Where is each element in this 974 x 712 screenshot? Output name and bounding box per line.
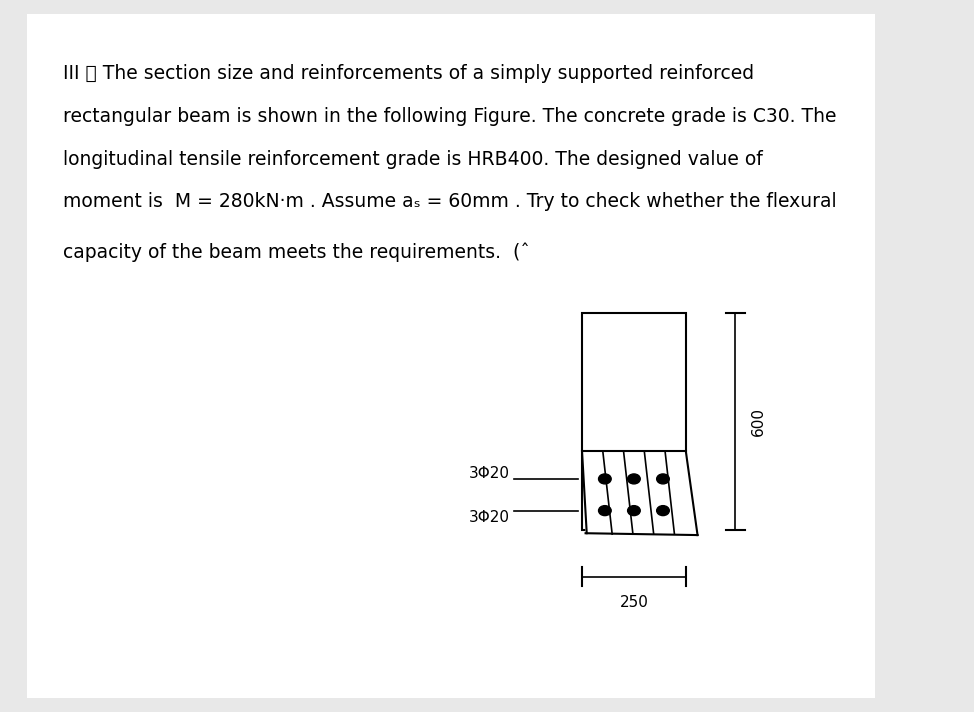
Text: 3Φ20: 3Φ20: [468, 466, 509, 481]
Text: III 、 The section size and reinforcements of a simply supported reinforced: III 、 The section size and reinforcement…: [63, 64, 754, 83]
Circle shape: [656, 474, 669, 484]
Bar: [582, 313, 686, 530]
FancyBboxPatch shape: [27, 14, 876, 698]
Text: 600: 600: [751, 407, 766, 436]
Text: longitudinal tensile reinforcement grade is HRB400. The designed value of: longitudinal tensile reinforcement grade…: [63, 150, 763, 169]
Circle shape: [599, 506, 612, 515]
Text: moment is  M = 280kN·m . Assume aₛ = 60mm . Try to check whether the flexural: moment is M = 280kN·m . Assume aₛ = 60mm…: [63, 192, 837, 211]
Circle shape: [627, 474, 640, 484]
Text: rectangular beam is shown in the following Figure. The concrete grade is C30. Th: rectangular beam is shown in the followi…: [63, 107, 837, 126]
Circle shape: [599, 474, 612, 484]
Text: 250: 250: [619, 595, 649, 609]
Polygon shape: [582, 451, 697, 535]
Text: 3Φ20: 3Φ20: [468, 511, 509, 525]
Text: capacity of the beam meets the requirements.  (ˆ: capacity of the beam meets the requireme…: [63, 242, 530, 261]
Circle shape: [627, 506, 640, 515]
Circle shape: [656, 506, 669, 515]
